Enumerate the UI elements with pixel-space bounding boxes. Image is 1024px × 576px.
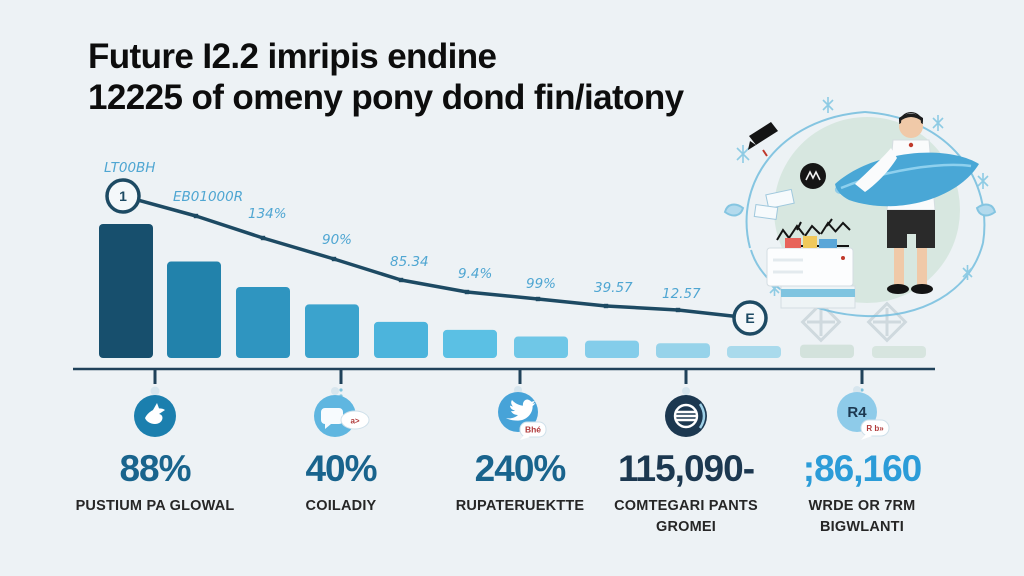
paper-scrap-doodles <box>753 188 795 221</box>
svg-text:a>: a> <box>350 417 359 426</box>
trend-point <box>675 307 681 313</box>
stat-column-5: R4 R b» ;86,160 WRDE OR 7RM BIGWLANTI <box>746 384 978 538</box>
connector-dot <box>339 388 343 392</box>
person <box>834 112 979 294</box>
diamond-icon <box>866 301 908 343</box>
chat-bubble-icon: a> <box>225 384 457 442</box>
decorative-diamond-icons <box>800 301 908 343</box>
stat-label-line2: GROMEI <box>655 519 716 536</box>
bar <box>514 336 568 358</box>
stat-value: 88% <box>119 448 191 489</box>
snowflake-doodles <box>736 97 989 296</box>
bar <box>305 304 359 358</box>
stat-label: COILADIY <box>305 498 377 514</box>
stat-label-line2: BIGWLANTI <box>820 519 904 536</box>
badge-logo-icon <box>800 163 826 189</box>
line-label: 12.57 <box>662 286 701 302</box>
title-line-2: 12225 of omeny pony dond fin/iatony <box>88 78 684 118</box>
trend-point <box>331 256 337 262</box>
infographic-title: Future I2.2 imripis endine 12225 of omen… <box>88 36 684 119</box>
svg-text:Bhé: Bhé <box>525 425 541 435</box>
bar <box>99 224 153 358</box>
line-label: 85.34 <box>390 254 429 270</box>
stat-value: 240% <box>474 448 567 489</box>
bar <box>236 286 290 358</box>
line-label: 99% <box>526 276 556 292</box>
line-label: 90% <box>322 232 352 248</box>
bar <box>374 321 428 358</box>
line-marker-circle <box>732 300 768 336</box>
line-label: 134% <box>248 206 287 222</box>
svg-text:R b»: R b» <box>866 424 884 433</box>
bar <box>727 345 781 358</box>
trend-point <box>193 213 199 219</box>
stat-column-2: a> 40% COILADIY <box>225 384 457 517</box>
trend-point <box>535 296 541 302</box>
stat-label: WRDE OR 7RM <box>808 498 916 514</box>
stat-label: COMTEGARI PANTS <box>614 498 758 514</box>
diamond-icon <box>800 301 842 343</box>
trend-point <box>260 235 266 241</box>
dove-icon <box>39 384 271 442</box>
line-label: LT00BH <box>104 160 155 176</box>
line-label: EB01000R <box>173 189 243 205</box>
svg-text:R4: R4 <box>847 404 867 421</box>
line-marker-label: 1 <box>119 188 127 204</box>
line-marker-label: E <box>745 310 754 326</box>
stat-value: 40% <box>305 448 377 489</box>
connector-dot <box>860 388 864 392</box>
stat-label: PUSTIUM PA GLOWAL <box>75 498 235 514</box>
stat-column-3: Bhé 240% RUPATERUEKTTE <box>404 384 636 517</box>
trend-point <box>603 303 609 309</box>
cabinet <box>766 236 856 309</box>
stat-column-1: 88% PUSTIUM PA GLOWAL <box>39 384 271 517</box>
trend-line <box>122 194 751 320</box>
twitter-bird-icon: Bhé <box>404 384 636 442</box>
trend-point <box>464 289 470 295</box>
stat-value: ;86,160 <box>802 448 923 489</box>
stat-value: 115,090- <box>617 448 755 489</box>
bar <box>167 261 221 358</box>
bar <box>800 344 854 358</box>
line-label: 9.4% <box>458 266 492 282</box>
trend-point <box>398 277 404 283</box>
stat-label: RUPATERUEKTTE <box>455 498 585 514</box>
bar <box>443 329 497 358</box>
title-line-1: Future I2.2 imripis endine <box>88 37 497 76</box>
stat-column-4: 115,090- COMTEGARI PANTS GROMEI <box>570 384 802 538</box>
r4-chat-icon: R4 R b» <box>746 384 978 442</box>
line-marker-circle <box>105 178 141 214</box>
bar <box>656 343 710 358</box>
person-with-leaf-illustration <box>723 97 997 318</box>
globe-icon <box>570 384 802 442</box>
pencil-icon <box>748 122 778 157</box>
bar <box>872 345 926 358</box>
bar <box>585 340 639 358</box>
line-label: 39.57 <box>594 280 633 296</box>
